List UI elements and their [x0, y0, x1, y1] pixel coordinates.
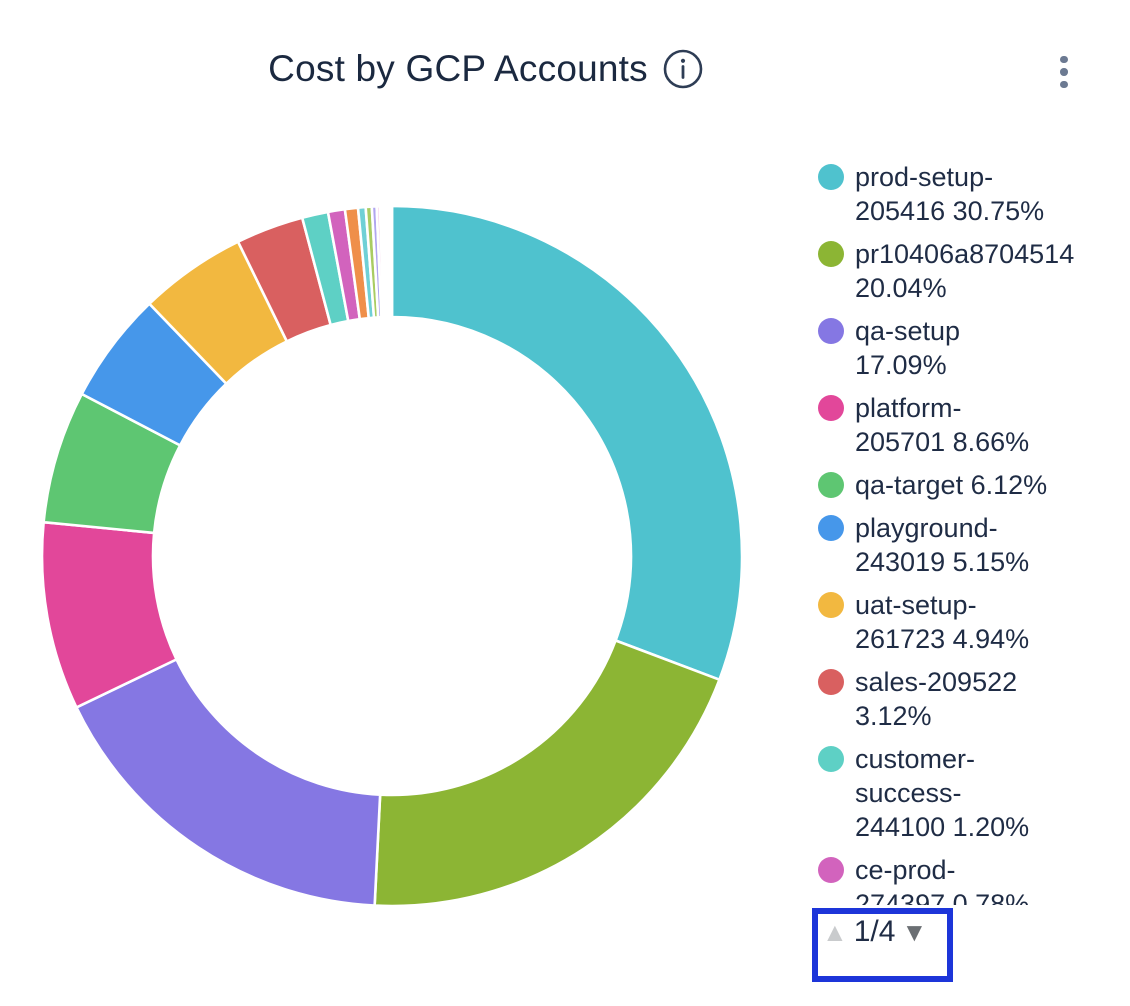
legend-label: playground- 243019 5.15% [855, 513, 1030, 577]
legend-item[interactable]: pr10406a8704514 20.04% [818, 237, 1130, 305]
kebab-menu-icon [1060, 80, 1068, 89]
legend-page-indicator: 1/4 [853, 915, 896, 948]
chart-legend: prod-setup- 205416 30.75% pr10406a8704514 2… [818, 160, 1130, 905]
legend-label: uat-setup- 261723 4.94% [855, 590, 1030, 654]
legend-label: qa-setup 17.09% [855, 316, 961, 380]
legend-item[interactable]: prod-setup- 205416 30.75% [818, 160, 1130, 228]
legend-swatch [818, 164, 844, 190]
pie-slice-prod-setup-205416[interactable] [390, 204, 744, 682]
legend-label: customer-success- 244100 1.20% [855, 744, 1030, 842]
legend-label: prod-setup- 205416 30.75% [855, 162, 1045, 226]
legend-label: pr10406a8704514 20.04% [855, 239, 1075, 303]
legend-item[interactable]: customer-success- 244100 1.20% [818, 742, 1130, 844]
more-options-button[interactable] [1051, 50, 1077, 94]
legend-item[interactable]: uat-setup- 261723 4.94% [818, 588, 1130, 656]
legend-item[interactable]: qa-setup 17.09% [818, 314, 1130, 382]
pie-slice-sliver-16[interactable] [378, 204, 394, 319]
donut-chart [39, 203, 745, 909]
legend-pagination: ▲ 1/4 ▼ [812, 908, 953, 982]
legend-swatch [818, 515, 844, 541]
legend-label: platform- 205701 8.66% [855, 393, 1030, 457]
info-icon[interactable] [662, 48, 704, 90]
legend-item[interactable]: qa-target 6.12% [818, 468, 1130, 502]
legend-page-down-button[interactable]: ▼ [901, 917, 928, 947]
legend-swatch [818, 395, 844, 421]
legend-label: ce-prod- 274397 0.78% [855, 855, 1030, 905]
kebab-menu-icon [1060, 68, 1068, 76]
legend-page-up-button[interactable]: ▲ [822, 917, 848, 947]
kebab-menu-icon [1060, 55, 1068, 64]
legend-swatch [818, 318, 844, 344]
legend-label: qa-target 6.12% [855, 470, 1048, 500]
chart-title: Cost by GCP Accounts [268, 48, 648, 89]
legend-label: sales-209522 3.12% [855, 667, 1018, 731]
widget-header: Cost by GCP Accounts [0, 48, 972, 90]
legend-item[interactable]: ce-prod- 274397 0.78% [818, 853, 1130, 905]
legend-swatch [818, 592, 844, 618]
legend-swatch [818, 241, 844, 267]
pie-slice-pr10406a8704514[interactable] [373, 639, 721, 908]
pie-slice-qa-setup[interactable] [75, 658, 382, 907]
legend-swatch [818, 857, 844, 883]
legend-swatch [818, 472, 844, 498]
legend-item[interactable]: sales-209522 3.12% [818, 665, 1130, 733]
legend-item[interactable]: playground- 243019 5.15% [818, 511, 1130, 579]
legend-swatch [818, 669, 844, 695]
legend-swatch [818, 746, 844, 772]
legend-item[interactable]: platform- 205701 8.66% [818, 391, 1130, 459]
